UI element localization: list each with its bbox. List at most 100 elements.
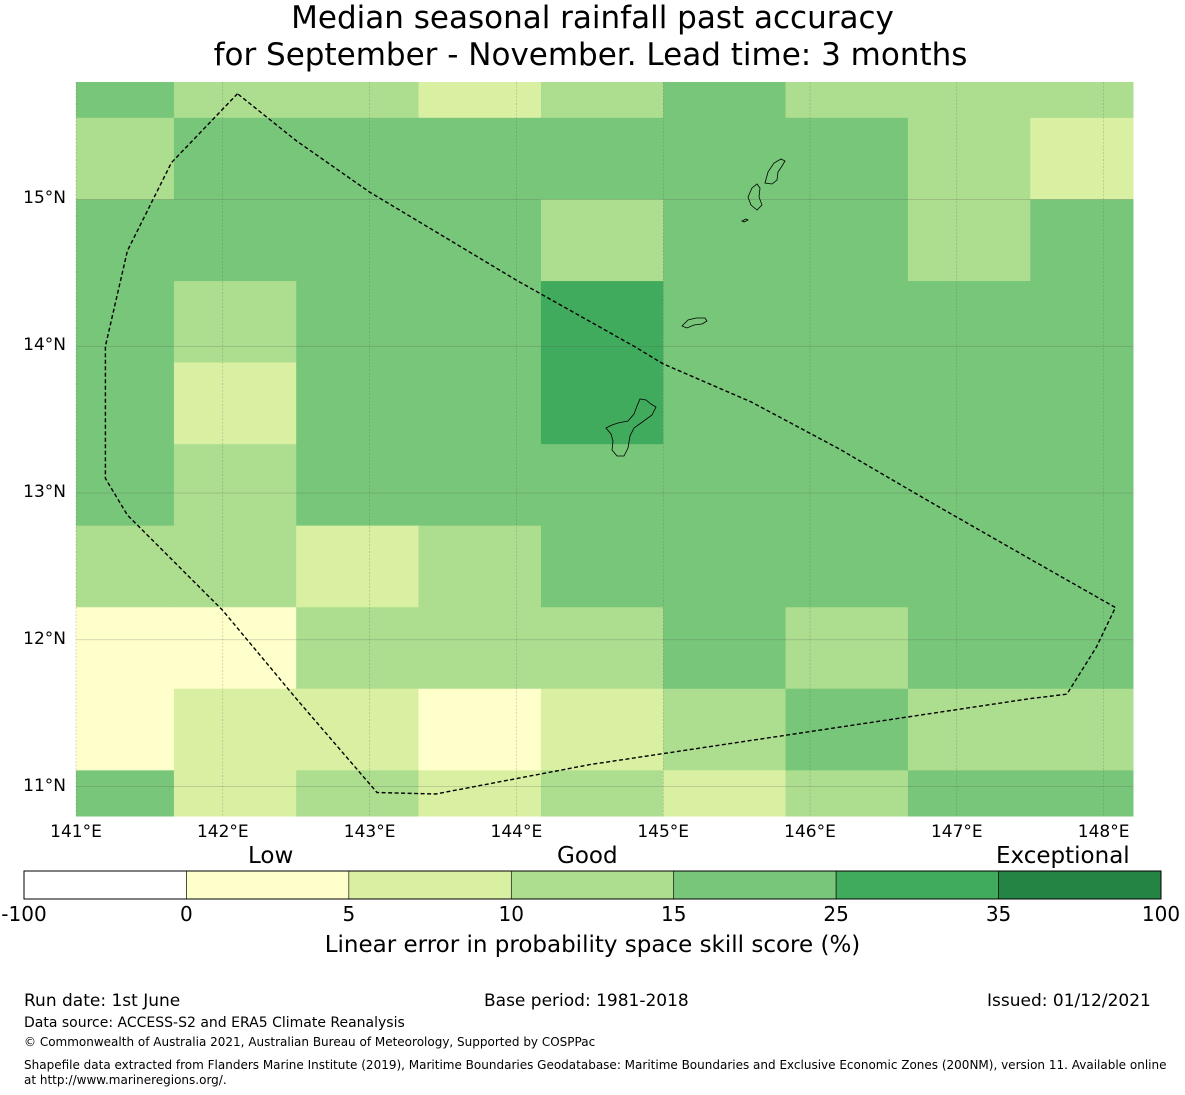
y-tick-label: 14°N [23,335,66,356]
skill-cell [785,525,909,608]
skill-cell [907,607,1031,690]
skill-cell [418,770,542,817]
skill-cell [418,607,542,690]
skill-cell [76,117,175,200]
skill-cell [663,362,787,445]
skill-cell [663,82,787,119]
skill-cell [173,607,297,690]
skill-cell [785,281,909,364]
skill-cell [1030,525,1134,608]
skill-cell [418,688,542,771]
y-tick-label: 12°N [23,628,66,649]
skill-cell [173,525,297,608]
skill-cell [1030,607,1134,690]
skill-cell [76,82,175,119]
colorbar-swatch [998,870,1162,900]
shapefile-credit-line-2: at http://www.marineregions.org/. [24,1073,227,1087]
skill-cell [296,688,419,771]
x-tick-label: 143°E [343,822,396,842]
skill-cell [907,688,1031,771]
skill-cell [296,117,419,200]
y-tick-label: 13°N [23,482,66,503]
skill-cell [540,281,664,364]
skill-cell [907,82,1031,119]
legend-category-good: Good [557,843,618,869]
colorbar-swatch [186,870,350,900]
skill-cell [76,770,175,817]
skill-cell [785,770,909,817]
skill-cell [907,199,1031,282]
skill-cell [76,281,175,364]
skill-cell [418,82,542,119]
data-source: Data source: ACCESS-S2 and ERA5 Climate … [24,1015,405,1031]
skill-cell [1030,444,1134,527]
skill-cell [76,362,175,445]
colorbar-tick-label: 10 [498,902,524,926]
legend-category-low: Low [248,843,294,869]
skill-cell [76,525,175,608]
skill-grid [76,82,1134,817]
skill-cell [296,199,419,282]
colorbar-tick-label: 15 [660,902,687,926]
skill-cell [173,444,297,527]
colorbar-tick-label: 5 [342,902,356,926]
colorbar-swatch [348,870,512,900]
skill-cell [540,117,664,200]
skill-cell [907,281,1031,364]
skill-cell [540,82,664,119]
y-tick-label: 15°N [23,188,66,209]
colorbar [23,870,1162,900]
skill-cell [540,525,664,608]
skill-cell [785,688,909,771]
colorbar-frame [23,870,1162,900]
skill-cell [907,444,1031,527]
skill-cell [173,770,297,817]
legend-category-exceptional: Exceptional [996,843,1130,869]
skill-cell [173,117,297,200]
colorbar-title: Linear error in probability space skill … [324,932,861,958]
skill-cell [785,117,909,200]
issued-date: Issued: 01/12/2021 [987,991,1151,1011]
skill-cell [663,444,787,527]
skill-cell [296,770,419,817]
chart-title-line-1: Median seasonal rainfall past accuracy [291,0,894,36]
skill-cell [296,607,419,690]
base-period: Base period: 1981-2018 [484,991,689,1011]
skill-cell [418,362,542,445]
island-aguijan [741,218,749,223]
skill-cell [296,525,419,608]
skill-cell [1030,82,1134,119]
skill-cell [173,199,297,282]
skill-cell [1030,281,1134,364]
skill-cell [76,688,175,771]
skill-cell [418,117,542,200]
x-tick-label: 141°E [50,822,102,842]
graticule [75,82,1133,816]
skill-cell [418,281,542,364]
skill-cell [418,444,542,527]
skill-cell [173,688,297,771]
run-date: Run date: 1st June [24,991,181,1011]
skill-cell [785,199,909,282]
eez-boundary [104,93,1117,795]
shapefile-credit-line-1: Shapefile data extracted from Flanders M… [24,1058,1167,1072]
skill-cell [173,362,297,445]
skill-cell [663,117,787,200]
colorbar-tick-label: 0 [180,902,193,926]
skill-cell [540,362,664,445]
island-guam [605,398,657,457]
x-tick-label: 142°E [196,822,249,842]
skill-cell [1030,770,1134,817]
skill-cell [296,362,419,445]
skill-cell [785,444,909,527]
skill-cell [296,444,419,527]
skill-cell [418,525,542,608]
colorbar-swatch [510,870,675,900]
skill-cell [1030,199,1134,282]
colorbar-tick-label: 25 [823,902,849,926]
x-tick-label: 148°E [1077,822,1130,842]
skill-cell [76,444,175,527]
skill-cell [1030,688,1134,771]
skill-cell [76,199,175,282]
island-tinian [747,183,763,211]
